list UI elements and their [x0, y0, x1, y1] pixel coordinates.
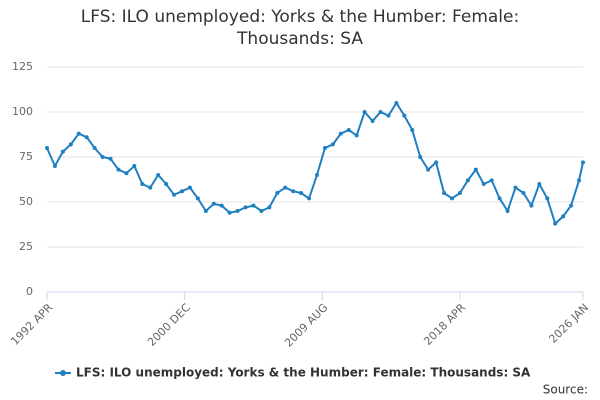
point — [156, 173, 161, 177]
y-tick-label: 75 — [19, 150, 33, 163]
point — [283, 185, 288, 190]
point — [132, 164, 137, 168]
point — [116, 167, 121, 172]
point — [68, 142, 73, 147]
point — [338, 131, 343, 136]
y-tick-label: 125 — [12, 60, 33, 73]
point — [581, 160, 585, 165]
point — [362, 110, 367, 114]
point — [402, 113, 407, 118]
point — [322, 146, 327, 150]
point — [76, 131, 81, 136]
point — [489, 178, 494, 183]
point — [481, 182, 486, 186]
point — [378, 110, 383, 114]
point — [370, 119, 375, 123]
x-tick-label: 2018 APR — [421, 301, 468, 348]
point — [124, 171, 129, 176]
point — [521, 191, 526, 195]
point — [140, 182, 145, 186]
chart-title: LFS: ILO unemployed: Yorks & the Humber:… — [80, 7, 520, 49]
point — [442, 191, 447, 195]
point — [195, 196, 200, 201]
y-tick-label: 25 — [19, 240, 33, 253]
y-tick-label: 0 — [26, 285, 33, 298]
point — [545, 196, 550, 201]
point — [84, 135, 89, 140]
point — [330, 142, 335, 147]
point — [473, 167, 478, 172]
point — [219, 203, 224, 208]
point — [108, 156, 113, 161]
point — [346, 128, 351, 132]
line — [46, 101, 584, 226]
point — [172, 192, 177, 197]
point — [418, 155, 423, 159]
point — [569, 203, 574, 208]
point — [227, 210, 232, 215]
point — [314, 173, 319, 177]
point — [577, 178, 582, 183]
point — [267, 205, 272, 210]
point — [354, 133, 359, 138]
point — [386, 113, 391, 118]
point — [505, 209, 510, 213]
point — [52, 164, 57, 168]
point — [299, 191, 304, 195]
point — [148, 185, 153, 190]
point — [203, 209, 208, 213]
legend-marker — [60, 370, 66, 376]
point — [164, 182, 169, 186]
point — [553, 221, 558, 226]
point — [100, 155, 105, 159]
point — [211, 201, 216, 206]
legend-text: LFS: ILO unemployed: Yorks & the Humber:… — [76, 366, 531, 380]
point — [561, 214, 566, 219]
point — [179, 189, 184, 194]
point — [529, 203, 534, 208]
point — [537, 182, 542, 186]
x-tick-label: 1992 APR — [8, 301, 55, 348]
point — [457, 191, 462, 195]
point — [394, 101, 399, 105]
point — [275, 191, 280, 195]
point — [307, 196, 312, 201]
point — [259, 209, 264, 213]
x-tick-label: 2000 DEC — [145, 301, 193, 349]
point — [465, 178, 470, 183]
source: Source: — [543, 383, 588, 397]
point — [45, 146, 49, 150]
y-tick-label: 50 — [19, 195, 33, 208]
point — [235, 209, 240, 213]
point — [187, 185, 192, 190]
point — [434, 160, 439, 165]
point — [243, 205, 248, 210]
x-tick-label: 2026 JAN — [546, 301, 591, 346]
point — [497, 196, 502, 201]
y-tick-label: 100 — [12, 105, 33, 118]
point — [291, 189, 296, 194]
point — [92, 146, 97, 150]
point — [60, 149, 65, 154]
point — [449, 196, 454, 201]
x-tick-label: 2009 AUG — [282, 301, 331, 350]
point — [513, 185, 518, 190]
point — [426, 167, 431, 172]
point — [251, 203, 256, 208]
point — [410, 128, 415, 132]
